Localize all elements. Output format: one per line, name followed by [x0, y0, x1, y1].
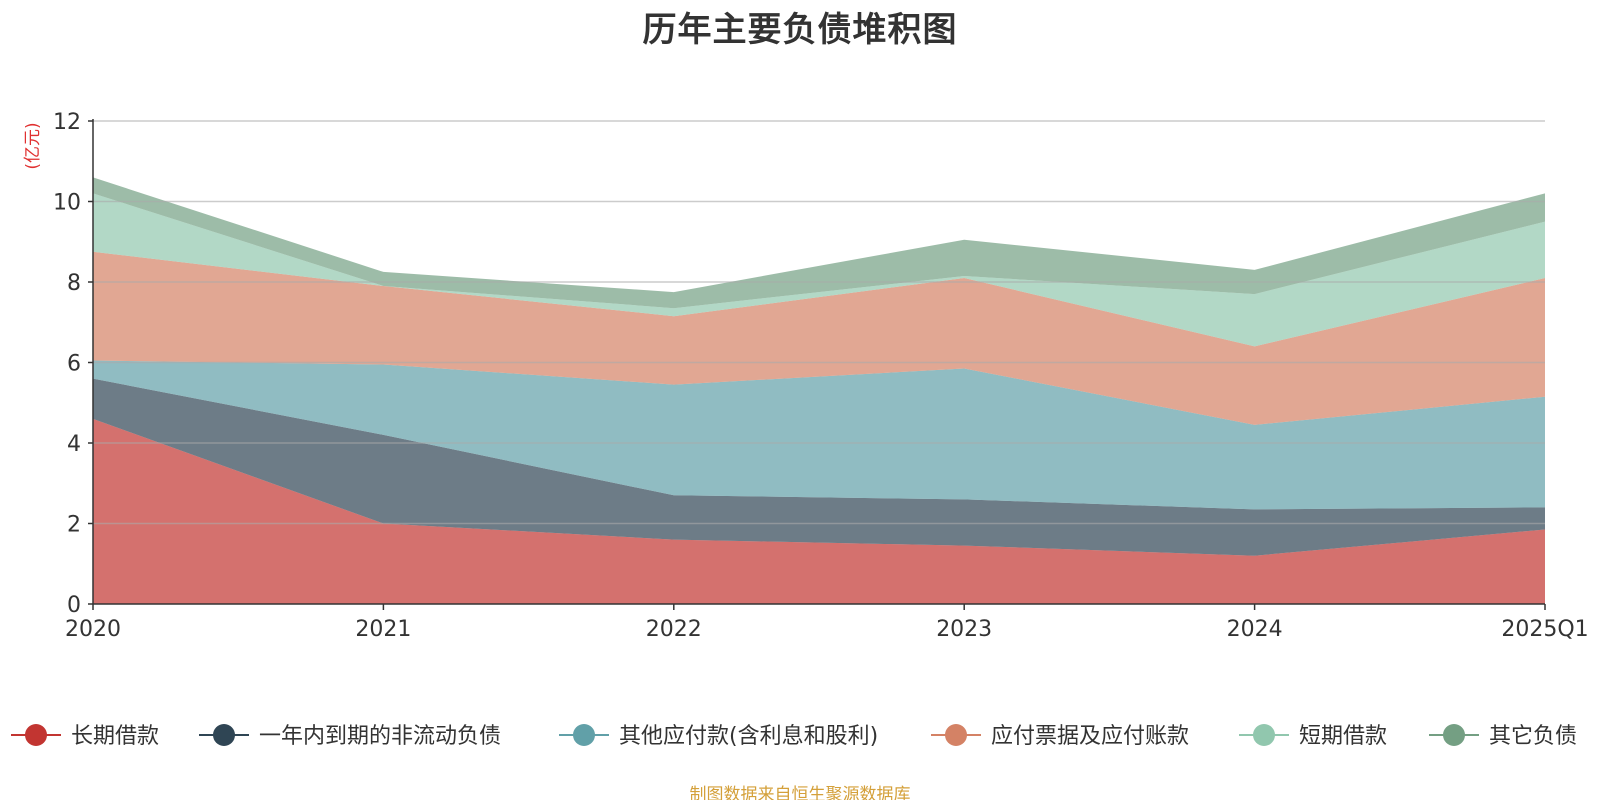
legend: 长期借款 一年内到期的非流动负债 其他应付款(含利息和股利) 应付票据及应付账款 短期借…	[11, 724, 1577, 749]
x-tick-label: 2023	[936, 617, 992, 642]
legend-label: 其他应付款(含利息和股利)	[619, 724, 878, 749]
area-series-5[interactable]	[93, 177, 1545, 309]
legend-label: 一年内到期的非流动负债	[259, 724, 501, 749]
legend-marker	[573, 724, 595, 746]
legend-item-4[interactable]: 短期借款	[1239, 724, 1387, 749]
legend-marker	[25, 724, 47, 746]
area-series-0[interactable]	[93, 418, 1545, 604]
area-series-1[interactable]	[93, 378, 1545, 556]
legend-item-0[interactable]: 长期借款	[11, 724, 159, 749]
legend-label: 长期借款	[71, 724, 159, 749]
legend-item-3[interactable]: 应付票据及应付账款	[931, 724, 1189, 749]
area-series-4[interactable]	[93, 193, 1545, 347]
y-unit-label: (亿元)	[23, 122, 43, 169]
x-tick-label: 2020	[65, 617, 121, 642]
x-tick-label: 2025Q1	[1501, 617, 1588, 642]
legend-label: 应付票据及应付账款	[991, 724, 1189, 749]
series-areas	[93, 177, 1545, 604]
legend-label: 其它负债	[1489, 724, 1577, 749]
x-tick-label: 2021	[355, 617, 411, 642]
legend-item-1[interactable]: 一年内到期的非流动负债	[199, 724, 501, 749]
legend-marker	[213, 724, 235, 746]
y-tick-label: 12	[53, 110, 81, 135]
x-tick-label: 2022	[646, 617, 702, 642]
x-tick-label: 2024	[1227, 617, 1283, 642]
legend-marker	[1443, 724, 1465, 746]
source-note: 制图数据来自恒生聚源数据库	[689, 785, 911, 800]
legend-marker	[1253, 724, 1275, 746]
legend-item-5[interactable]: 其它负债	[1429, 724, 1577, 749]
legend-label: 短期借款	[1299, 724, 1387, 749]
legend-item-2[interactable]: 其他应付款(含利息和股利)	[559, 724, 878, 749]
y-tick-label: 8	[67, 271, 81, 296]
area-series-3[interactable]	[93, 251, 1545, 425]
y-tick-label: 2	[67, 513, 81, 538]
y-tick-label: 4	[67, 432, 81, 457]
y-tick-label: 0	[67, 593, 81, 618]
chart-title: 历年主要负债堆积图	[642, 10, 958, 50]
y-tick-label: 6	[67, 352, 81, 377]
legend-marker	[945, 724, 967, 746]
y-tick-label: 10	[53, 191, 81, 216]
grid-lines	[93, 120, 1545, 525]
area-series-2[interactable]	[93, 360, 1545, 510]
